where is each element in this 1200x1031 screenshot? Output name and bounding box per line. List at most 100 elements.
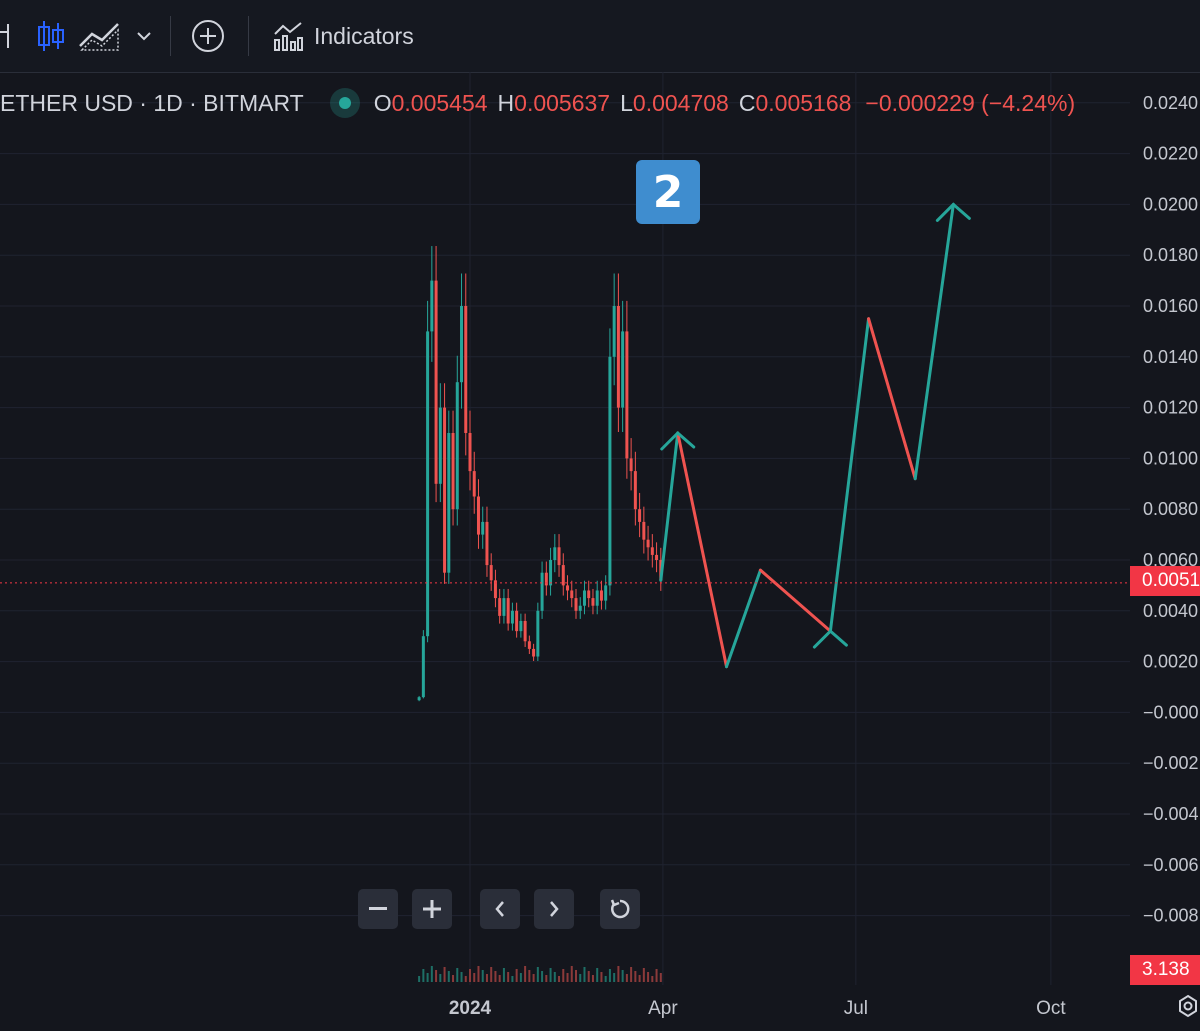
- candle-body: [655, 554, 659, 560]
- volume-bar: [473, 973, 476, 982]
- x-tick-label: Jul: [844, 998, 868, 1019]
- volume-bar: [511, 976, 514, 982]
- low-value: 0.004708: [632, 89, 729, 116]
- volume-bar: [532, 974, 535, 982]
- chevron-left-icon: [495, 901, 504, 917]
- volume-bar: [587, 971, 590, 982]
- projection-up-segment: [913, 202, 955, 481]
- scroll-right-button[interactable]: [534, 889, 574, 929]
- candle-body: [493, 580, 497, 599]
- volume-bar: [625, 974, 628, 982]
- volume-bar: [469, 969, 471, 982]
- volume-bar: [591, 975, 594, 982]
- candle-body: [502, 598, 506, 616]
- volume-bar: [562, 969, 565, 982]
- candle-body: [549, 560, 553, 586]
- chevron-right-icon: [550, 901, 559, 917]
- symbol-title[interactable]: ETHER USD · 1D · BITMART: [0, 89, 304, 116]
- volume-bar: [621, 970, 624, 982]
- projection-down-segment: [758, 568, 832, 633]
- indicators-icon: [274, 22, 303, 51]
- indicators-label: Indicators: [314, 22, 414, 49]
- y-tick-label: 0.0220: [1143, 144, 1198, 164]
- candle-body: [591, 598, 595, 606]
- candle-body: [536, 610, 540, 657]
- y-tick-label: 0.0120: [1143, 398, 1198, 418]
- candle-body: [476, 496, 480, 535]
- projection-arrow-head: [935, 202, 971, 222]
- volume-bar: [642, 968, 645, 982]
- volume-bar: [545, 975, 548, 982]
- y-tick-label: 0.0060: [1143, 550, 1198, 570]
- volume-bar: [617, 966, 620, 982]
- volume-bar: [418, 976, 421, 982]
- candle-body: [621, 331, 625, 408]
- volume-bar: [630, 967, 633, 982]
- volume-bar: [566, 973, 569, 982]
- candle-body: [578, 605, 582, 611]
- candle-body: [523, 620, 527, 642]
- candle-body: [566, 585, 570, 591]
- settings-gear-icon[interactable]: [1176, 994, 1200, 1022]
- volume-bar: [515, 969, 518, 982]
- scroll-left-button[interactable]: [480, 889, 520, 929]
- volume-bar: [558, 976, 561, 982]
- candle-body: [608, 356, 612, 586]
- indicators-button[interactable]: Indicators: [272, 16, 414, 56]
- candle-body: [510, 610, 514, 624]
- candle-body: [570, 590, 574, 599]
- y-tick-label: −0.000: [1143, 702, 1199, 722]
- candle-body: [544, 572, 548, 586]
- volume-bar: [634, 971, 637, 982]
- candle-body: [460, 306, 464, 383]
- volume-bar: [439, 974, 442, 982]
- volume-bar: [460, 972, 463, 982]
- candle-body: [638, 509, 642, 522]
- volume-bar: [536, 967, 539, 982]
- candle-body: [633, 471, 637, 510]
- volume-bar: [655, 969, 658, 982]
- chevron-down-icon[interactable]: [134, 18, 154, 54]
- y-tick-label: −0.008: [1143, 906, 1199, 926]
- candle-body: [540, 572, 544, 611]
- volume-bar: [485, 974, 488, 982]
- current-price-tag: 0.0051: [1130, 566, 1200, 596]
- market-status-icon[interactable]: [329, 88, 360, 118]
- volume-bar: [583, 967, 586, 982]
- toolbar-divider: [170, 16, 171, 56]
- close-key: C: [738, 89, 756, 116]
- projection-up-segment: [828, 317, 871, 633]
- y-tick-label: −0.006: [1143, 855, 1199, 875]
- volume-bar: [430, 966, 433, 982]
- open-value: 0.005454: [391, 89, 488, 116]
- volume-bar: [524, 966, 527, 982]
- candle-body: [426, 331, 430, 637]
- candle-body: [646, 539, 650, 548]
- bar-chart-type-icon[interactable]: [0, 18, 16, 54]
- candlestick-chart-icon[interactable]: [36, 18, 66, 54]
- symbol-legend: ETHER USD · 1D · BITMART O 0.005454 H 0.00…: [0, 86, 1075, 120]
- zoom-in-button[interactable]: [412, 889, 452, 929]
- candle-body: [417, 697, 421, 701]
- reset-chart-button[interactable]: [600, 889, 640, 929]
- projection-down-segment: [676, 431, 729, 669]
- candle-body: [553, 547, 557, 560]
- candle-body: [519, 620, 523, 632]
- volume-bar: [659, 973, 662, 982]
- area-chart-icon[interactable]: [78, 18, 122, 54]
- y-tick-label: 0.0100: [1143, 448, 1198, 468]
- candle-body: [599, 590, 603, 601]
- volume-bar: [507, 972, 510, 982]
- candle-body: [629, 458, 633, 472]
- volume-bar: [608, 969, 611, 982]
- zoom-out-button[interactable]: [358, 889, 398, 929]
- volume-bar: [604, 976, 607, 982]
- candle-body: [434, 280, 438, 484]
- candle-body: [557, 547, 561, 566]
- add-compare-icon[interactable]: [190, 18, 226, 54]
- open-key: O: [373, 89, 392, 116]
- volume-bar: [651, 976, 654, 982]
- candle-body: [642, 521, 646, 540]
